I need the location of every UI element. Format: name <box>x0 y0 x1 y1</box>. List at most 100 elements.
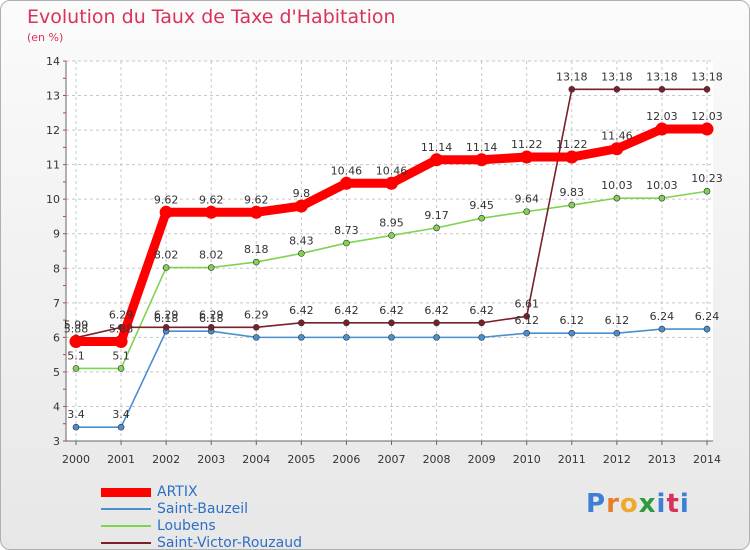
data-label: 6.42 <box>379 304 404 317</box>
data-point <box>72 365 80 372</box>
data-label: 13.18 <box>646 70 678 83</box>
data-point <box>249 205 263 219</box>
data-label: 5.88 <box>64 323 89 336</box>
data-label: 9.83 <box>560 186 585 199</box>
y-tick-label: 6 <box>53 331 60 344</box>
data-point <box>700 122 714 136</box>
data-point <box>114 335 128 349</box>
data-label: 11.22 <box>511 138 543 151</box>
data-point <box>520 150 534 164</box>
data-point <box>343 239 350 247</box>
data-label: 3.4 <box>112 408 130 421</box>
x-tick-label: 2008 <box>423 453 451 466</box>
data-label: 6.18 <box>154 312 179 325</box>
data-point <box>478 214 485 222</box>
x-tick-label: 2011 <box>558 453 586 466</box>
data-label: 9.62 <box>244 193 269 206</box>
data-point <box>252 324 260 331</box>
data-point <box>388 232 395 239</box>
data-label: 6.24 <box>650 310 675 323</box>
data-point <box>117 365 125 372</box>
data-label: 6.12 <box>560 314 585 327</box>
data-label: 6.61 <box>514 297 539 310</box>
data-point <box>703 325 711 333</box>
data-point <box>207 324 215 331</box>
data-label: 13.18 <box>601 70 633 83</box>
y-tick-label: 14 <box>46 55 60 68</box>
data-label: 9.64 <box>514 193 539 206</box>
data-label: 10.23 <box>691 172 723 185</box>
data-label: 9.8 <box>293 187 311 200</box>
legend-swatch <box>101 542 151 544</box>
data-point <box>703 187 711 195</box>
legend-label: Loubens <box>157 518 216 534</box>
data-label: 8.95 <box>379 216 404 229</box>
data-label: 10.03 <box>601 179 633 192</box>
data-label: 12.03 <box>646 110 678 123</box>
data-point <box>478 319 485 327</box>
proxiti-logo: Proxiti <box>586 489 690 519</box>
data-label: 11.14 <box>421 141 453 154</box>
data-label: 8.02 <box>154 249 179 262</box>
data-label: 13.18 <box>556 70 588 83</box>
data-label: 5.88 <box>109 323 134 336</box>
data-label: 8.18 <box>244 243 269 256</box>
data-point <box>252 334 260 341</box>
y-tick-label: 3 <box>53 435 60 448</box>
legend-label: Saint-Bauzeil <box>157 501 249 517</box>
y-tick-label: 4 <box>53 400 60 413</box>
data-point <box>343 319 350 327</box>
data-label: 9.62 <box>199 193 224 206</box>
x-tick-label: 2001 <box>107 453 135 466</box>
data-label: 11.14 <box>466 141 498 154</box>
data-point <box>298 250 305 257</box>
legend-item: Saint-Victor-Rouzaud <box>101 535 401 549</box>
x-tick-label: 2007 <box>378 453 406 466</box>
logo-letter: r <box>606 489 620 519</box>
data-label: 6.12 <box>514 314 539 327</box>
y-tick-label: 8 <box>53 262 60 275</box>
data-label: 6.29 <box>154 308 179 321</box>
data-point <box>475 153 489 167</box>
logo-letter: P <box>586 489 607 519</box>
data-point <box>117 423 125 431</box>
data-label: 6.42 <box>469 304 494 317</box>
data-point <box>478 334 485 341</box>
legend-item: ARTIX <box>101 484 401 501</box>
data-point <box>658 86 666 93</box>
chart-title: Evolution du Taux de Taxe d'Habitation <box>27 6 396 28</box>
data-point <box>568 201 576 209</box>
data-label: 6.42 <box>424 304 449 317</box>
legend-item: Saint-Bauzeil <box>101 501 401 518</box>
data-point <box>610 142 624 156</box>
y-tick-label: 5 <box>53 366 60 379</box>
data-label: 5.1 <box>112 349 130 362</box>
data-point <box>568 86 576 93</box>
data-point <box>207 264 215 271</box>
data-label: 8.02 <box>199 249 224 262</box>
data-label: 12.03 <box>691 110 723 123</box>
x-tick-label: 2012 <box>603 453 631 466</box>
data-label: 6.29 <box>199 308 224 321</box>
data-label: 9.17 <box>424 209 449 222</box>
data-point <box>388 319 395 327</box>
data-label: 10.46 <box>331 164 363 177</box>
x-tick-label: 2004 <box>242 453 270 466</box>
data-point <box>388 334 395 341</box>
logo-letter: i <box>656 489 667 519</box>
data-label: 6.24 <box>695 310 720 323</box>
data-point <box>162 264 170 271</box>
data-label: 11.46 <box>601 130 633 143</box>
x-tick-label: 2000 <box>62 453 90 466</box>
data-point <box>523 312 531 320</box>
data-point <box>298 319 305 327</box>
y-unit-label: (en %) <box>27 31 64 44</box>
data-label: 11.22 <box>556 138 588 151</box>
data-point <box>204 205 218 219</box>
data-label: 10.46 <box>376 164 408 177</box>
data-label: 5.99 <box>64 319 89 332</box>
y-tick-label: 9 <box>53 228 60 241</box>
x-tick-label: 2010 <box>513 453 541 466</box>
